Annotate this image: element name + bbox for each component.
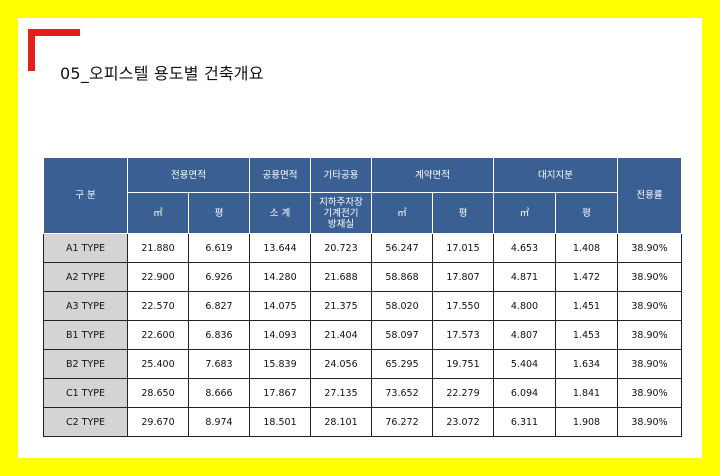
table-cell: 24.056 <box>310 349 372 379</box>
table-cell: 58.097 <box>371 320 433 350</box>
table-cell: 21.404 <box>310 320 372 350</box>
type-cell: B1 TYPE <box>43 320 128 350</box>
table-cell: 38.90% <box>617 349 682 379</box>
header-common-area: 공용면적 <box>249 157 311 193</box>
table-row: A3 TYPE 22.570 6.827 14.075 21.375 58.02… <box>43 291 682 321</box>
table-cell: 38.90% <box>617 320 682 350</box>
table-cell: 17.550 <box>432 291 494 321</box>
table-cell: 6.836 <box>188 320 250 350</box>
table-cell: 4.800 <box>493 291 556 321</box>
table-cell: 1.453 <box>555 320 618 350</box>
table-cell: 4.653 <box>493 233 556 263</box>
header-sqm: ㎡ <box>493 192 556 234</box>
table-cell: 8.666 <box>188 378 250 408</box>
table-cell: 38.90% <box>617 407 682 437</box>
table-cell: 21.880 <box>127 233 189 263</box>
table-cell: 17.573 <box>432 320 494 350</box>
table-cell: 1.908 <box>555 407 618 437</box>
table-cell: 58.868 <box>371 262 433 292</box>
table-cell: 58.020 <box>371 291 433 321</box>
table-cell: 21.375 <box>310 291 372 321</box>
table-cell: 17.015 <box>432 233 494 263</box>
type-cell: A3 TYPE <box>43 291 128 321</box>
header-pyeong: 평 <box>555 192 618 234</box>
table-cell: 1.841 <box>555 378 618 408</box>
table-cell: 38.90% <box>617 378 682 408</box>
table-cell: 17.867 <box>249 378 311 408</box>
table-row: B2 TYPE 25.400 7.683 15.839 24.056 65.29… <box>43 349 682 379</box>
header-division: 구 분 <box>43 157 128 234</box>
table-cell: 7.683 <box>188 349 250 379</box>
table-cell: 27.135 <box>310 378 372 408</box>
table-cell: 22.570 <box>127 291 189 321</box>
table-cell: 38.90% <box>617 262 682 292</box>
table-cell: 1.451 <box>555 291 618 321</box>
header-exclusive-area: 전용면적 <box>127 157 250 193</box>
table-cell: 13.644 <box>249 233 311 263</box>
header-land-share: 대지지분 <box>493 157 618 193</box>
table-row: B1 TYPE 22.600 6.836 14.093 21.404 58.09… <box>43 320 682 350</box>
red-bracket-decoration <box>28 29 80 71</box>
table-cell: 1.408 <box>555 233 618 263</box>
table-cell: 76.272 <box>371 407 433 437</box>
header-sqm: ㎡ <box>127 192 189 234</box>
table-row: A2 TYPE 22.900 6.926 14.280 21.688 58.86… <box>43 262 682 292</box>
table-cell: 25.400 <box>127 349 189 379</box>
table-cell: 6.311 <box>493 407 556 437</box>
table-cell: 65.295 <box>371 349 433 379</box>
type-cell: A1 TYPE <box>43 233 128 263</box>
table-cell: 19.751 <box>432 349 494 379</box>
header-pyeong: 평 <box>188 192 250 234</box>
building-overview-table: 구 분 전용면적 공용면적 기타공용 계약면적 대지지분 전용률 ㎡ 평 소 계… <box>43 157 682 437</box>
type-cell: A2 TYPE <box>43 262 128 292</box>
table-cell: 22.600 <box>127 320 189 350</box>
table-row: C2 TYPE 29.670 8.974 18.501 28.101 76.27… <box>43 407 682 437</box>
table-cell: 18.501 <box>249 407 311 437</box>
table-cell: 14.075 <box>249 291 311 321</box>
table-cell: 15.839 <box>249 349 311 379</box>
header-contract-area: 계약면적 <box>371 157 494 193</box>
table-cell: 6.094 <box>493 378 556 408</box>
table-cell: 14.280 <box>249 262 311 292</box>
table-cell: 22.279 <box>432 378 494 408</box>
header-pyeong: 평 <box>432 192 494 234</box>
table-cell: 38.90% <box>617 233 682 263</box>
header-sqm: ㎡ <box>371 192 433 234</box>
header-other-common: 기타공용 <box>310 157 372 193</box>
header-subtotal: 소 계 <box>249 192 311 234</box>
table-cell: 1.634 <box>555 349 618 379</box>
header-exclusive-ratio: 전용률 <box>617 157 682 234</box>
table-cell: 29.670 <box>127 407 189 437</box>
table-cell: 38.90% <box>617 291 682 321</box>
type-cell: B2 TYPE <box>43 349 128 379</box>
table-cell: 6.619 <box>188 233 250 263</box>
table-row: A1 TYPE 21.880 6.619 13.644 20.723 56.24… <box>43 233 682 263</box>
section-title: 05_오피스텔 용도별 건축개요 <box>60 64 264 83</box>
table-cell: 56.247 <box>371 233 433 263</box>
table-cell: 4.807 <box>493 320 556 350</box>
table-cell: 28.650 <box>127 378 189 408</box>
table-cell: 17.807 <box>432 262 494 292</box>
table-cell: 6.926 <box>188 262 250 292</box>
table-cell: 22.900 <box>127 262 189 292</box>
type-cell: C2 TYPE <box>43 407 128 437</box>
table-cell: 21.688 <box>310 262 372 292</box>
type-cell: C1 TYPE <box>43 378 128 408</box>
table-cell: 23.072 <box>432 407 494 437</box>
table-cell: 4.871 <box>493 262 556 292</box>
table-cell: 73.652 <box>371 378 433 408</box>
table-cell: 5.404 <box>493 349 556 379</box>
table-cell: 28.101 <box>310 407 372 437</box>
header-other-detail: 지하주차장 기계전기 방재실 <box>310 192 372 234</box>
table-cell: 14.093 <box>249 320 311 350</box>
document-page: 05_오피스텔 용도별 건축개요 구 분 전용면적 공용면적 기타공용 계약면적… <box>18 18 702 458</box>
table-cell: 20.723 <box>310 233 372 263</box>
table-row: C1 TYPE 28.650 8.666 17.867 27.135 73.65… <box>43 378 682 408</box>
table-cell: 6.827 <box>188 291 250 321</box>
table-cell: 8.974 <box>188 407 250 437</box>
table-cell: 1.472 <box>555 262 618 292</box>
